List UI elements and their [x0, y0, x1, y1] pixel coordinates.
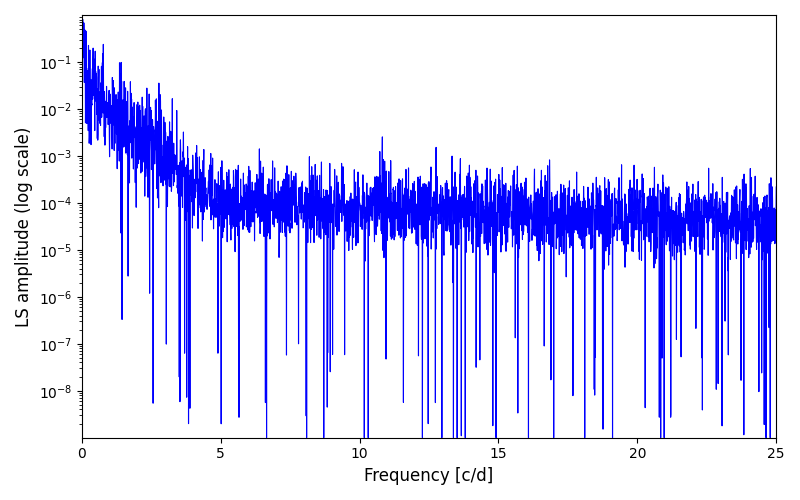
X-axis label: Frequency [c/d]: Frequency [c/d]: [364, 467, 494, 485]
Y-axis label: LS amplitude (log scale): LS amplitude (log scale): [15, 126, 33, 326]
